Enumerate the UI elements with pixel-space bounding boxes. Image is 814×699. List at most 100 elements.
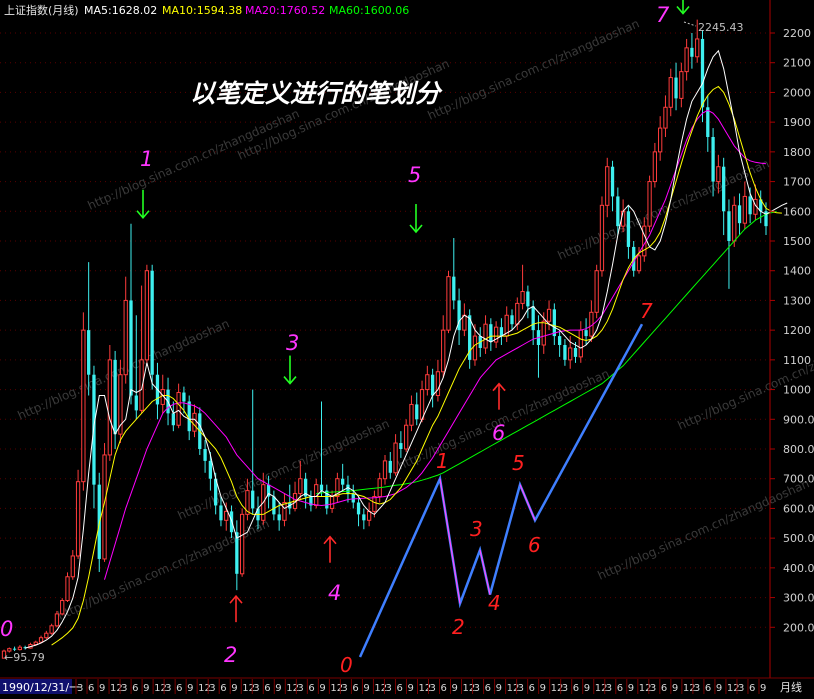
footer-tick-label: 3 [165,683,171,694]
candle-body [446,276,451,331]
candle-body [214,478,218,506]
footer-tick-label: 3 [430,683,436,694]
footer-tick-label: 6 [220,683,226,694]
footer-tick-label: 6 [88,683,94,694]
candle-body [462,314,467,331]
candle-body [309,496,313,506]
y-tick-label: 1200 [783,324,811,337]
footer-tick-label: 12 [374,683,387,694]
y-tick-label: 400.0 [783,562,814,575]
start-date-box [0,679,72,694]
footer-tick-label: 12 [463,683,476,694]
pivot-number: 7 [656,3,670,27]
candle-body [573,347,578,357]
footer-tick-label: 3 [209,683,215,694]
footer-tick-label: 12 [286,683,299,694]
candle-body [182,392,186,402]
candle-body [187,401,191,432]
schematic-pivot-label: 2 [452,615,465,639]
candle-body [372,496,377,512]
candle-body [33,641,38,646]
y-tick-label: 200.0 [783,621,814,634]
candle-body [541,320,546,346]
candle-body [192,412,197,432]
candle-body [742,195,747,224]
schematic-pivot-label: 7 [640,299,653,323]
candle-body [319,484,324,491]
footer-tick-label: 6 [396,683,402,694]
y-tick-label: 1000 [783,384,811,397]
candle-body [472,335,478,361]
footer-tick-label: 9 [496,683,502,694]
footer-tick-label: 3 [694,683,700,694]
pivot-number: 4 [328,581,341,605]
candle-body [674,77,678,99]
footer-tick-label: 12 [198,683,211,694]
candle-body [435,371,441,397]
candle-body [224,510,229,521]
footer-tick-label: 9 [231,683,237,694]
candle-body [441,329,446,373]
candle-body [203,449,207,461]
footer-tick-label: 6 [264,683,270,694]
footer-tick-label: 9 [319,683,325,694]
candle-body [684,47,689,73]
footer-tick-label: 6 [617,683,623,694]
candle-body [176,392,181,426]
candle-body [1,650,7,659]
candle-body [7,648,12,652]
candle-body [129,300,133,396]
candle-body [70,555,75,578]
candle-body [266,484,271,497]
y-tick-label: 600.0 [783,502,814,515]
footer-tick-label: 12 [727,683,740,694]
down-stroke-highlight [479,549,491,595]
candle-body [526,291,530,307]
y-tick-label: 1700 [783,176,811,189]
footer-tick-label: 9 [760,683,766,694]
y-tick-label: 500.0 [783,532,814,545]
candle-body [748,196,752,215]
candle-body [239,513,245,575]
candle-body [652,151,658,183]
pivot-number: 6 [492,421,505,445]
y-tick-label: 1500 [783,235,811,248]
candle-body [732,204,737,242]
footer-tick-label: 6 [176,683,182,694]
candle-body [706,107,710,137]
footer-tick-label: 9 [672,683,678,694]
down-arrow-head [676,5,690,15]
footer-tick-label: 3 [77,683,83,694]
period-label[interactable]: 月线 [780,680,802,694]
ma60-label: MA60:1600.06 [329,4,409,17]
candle-body [546,308,552,322]
pivot-number: 0 [0,617,13,641]
start-date[interactable]: 1990/12/31/一 [2,681,80,694]
y-tick-label: 1600 [783,205,811,218]
candle-body [17,646,23,651]
candle-body [60,600,65,615]
candle-body [409,403,414,426]
pivot-number: 5 [408,163,421,187]
footer-tick-label: 3 [518,683,524,694]
candle-body [663,106,668,129]
candle-body [695,38,700,58]
y-tick-label: 800.0 [783,443,814,456]
footer-tick-label: 3 [738,683,744,694]
candle-body [711,137,715,182]
footer-tick-label: 12 [154,683,167,694]
y-tick-label: 2200 [783,27,811,40]
candle-body [49,625,54,634]
candle-body [325,490,329,509]
candle-body [388,460,392,473]
y-tick-label: 1900 [783,116,811,129]
candle-body [510,315,514,325]
footer-tick-label: 9 [363,683,369,694]
ma10-label: MA10:1594.38 [162,4,242,17]
candle-body [272,496,276,515]
down-stroke-highlight [439,478,461,604]
candle-body [298,478,303,495]
candle-body [282,501,287,521]
down-stroke-highlight [519,484,536,521]
footer-tick-label: 6 [441,683,447,694]
